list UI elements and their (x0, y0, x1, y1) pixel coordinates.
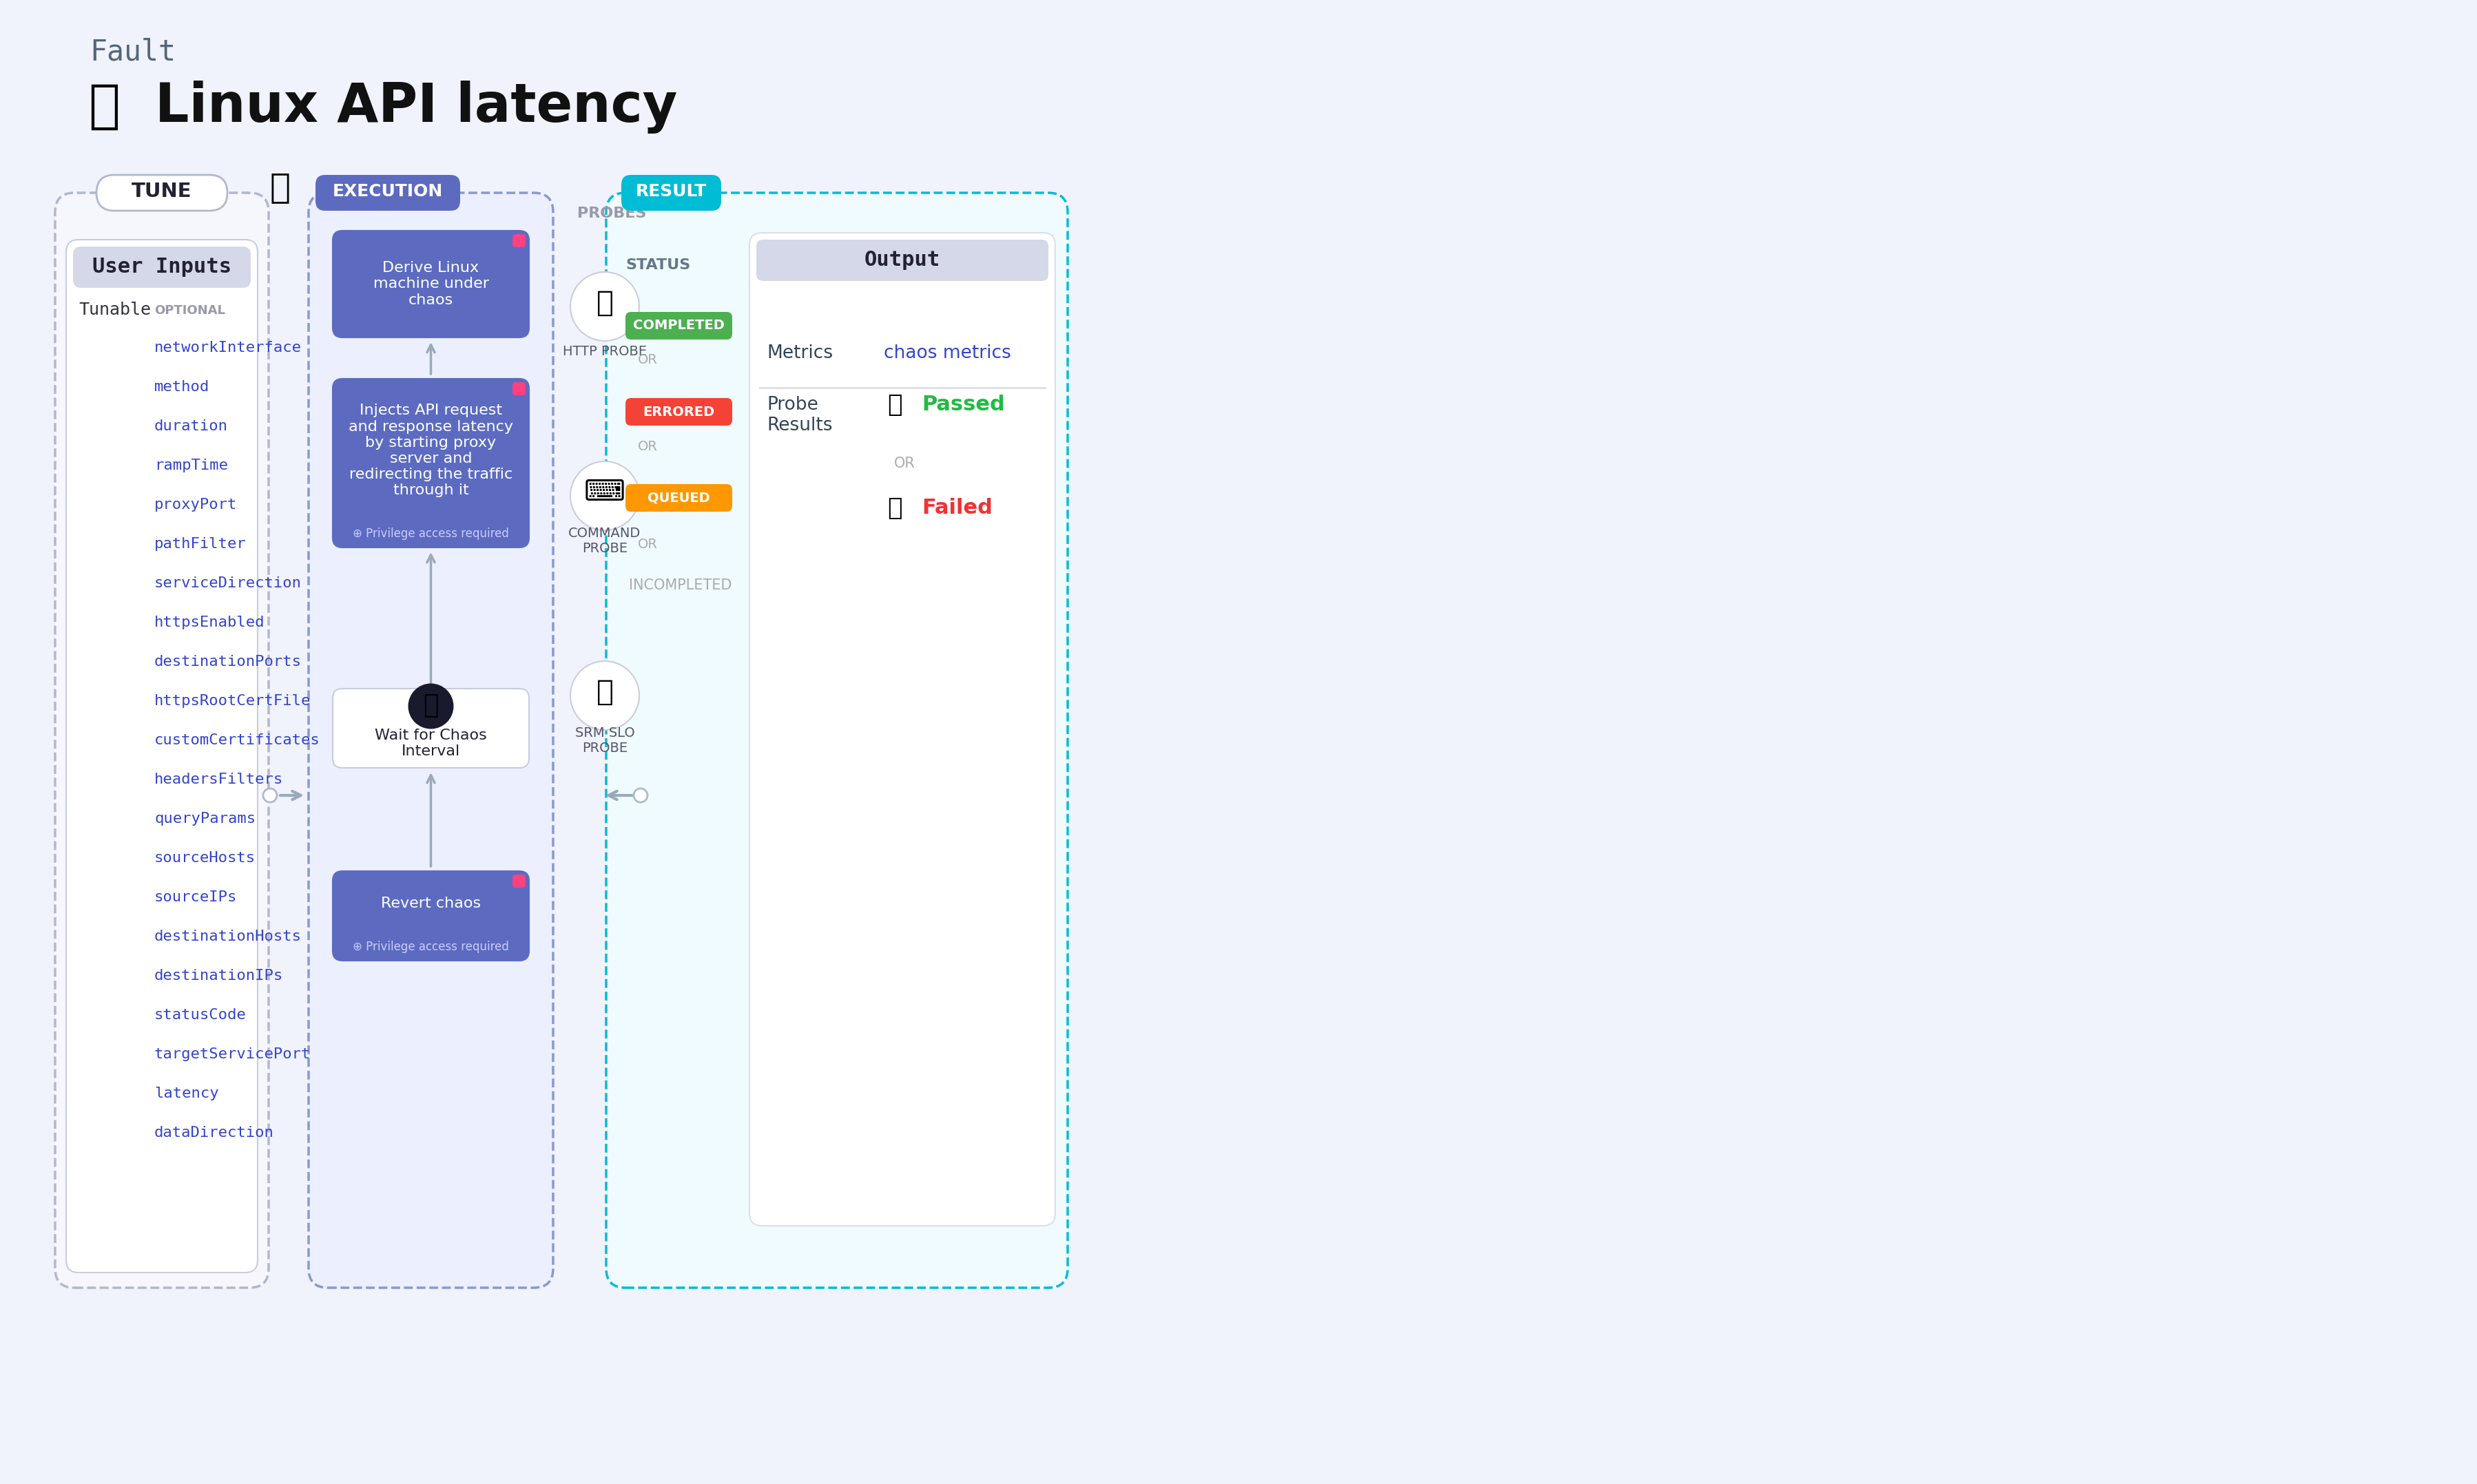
Text: PROBES: PROBES (577, 206, 646, 220)
Text: httpsEnabled: httpsEnabled (154, 616, 265, 629)
Text: TUNE: TUNE (131, 183, 193, 200)
Text: ⊕ Privilege access required: ⊕ Privilege access required (352, 941, 508, 953)
FancyBboxPatch shape (310, 193, 552, 1288)
Text: QUEUED: QUEUED (646, 491, 711, 505)
Text: destinationHosts: destinationHosts (154, 929, 302, 944)
Text: ERRORED: ERRORED (642, 405, 713, 418)
FancyBboxPatch shape (332, 689, 530, 767)
FancyBboxPatch shape (627, 312, 733, 340)
Text: Revert chaos: Revert chaos (381, 896, 481, 910)
Text: Probe
Results: Probe Results (768, 396, 832, 435)
Text: pathFilter: pathFilter (154, 537, 245, 551)
Text: STATUS: STATUS (627, 258, 691, 272)
Text: HTTP PROBE: HTTP PROBE (562, 346, 646, 359)
Text: OR: OR (639, 537, 659, 551)
Text: ⌨: ⌨ (585, 478, 627, 508)
FancyBboxPatch shape (607, 193, 1068, 1288)
FancyBboxPatch shape (67, 239, 258, 1273)
FancyBboxPatch shape (332, 230, 530, 337)
Circle shape (634, 788, 646, 803)
Circle shape (570, 272, 639, 341)
FancyBboxPatch shape (315, 175, 461, 211)
Text: latency: latency (154, 1086, 218, 1101)
Text: 🕐: 🕐 (424, 695, 438, 718)
Text: SRM SLO
PROBE: SRM SLO PROBE (575, 727, 634, 755)
Text: queryParams: queryParams (154, 812, 255, 825)
Text: networkInterface: networkInterface (154, 341, 302, 355)
Circle shape (570, 660, 639, 730)
FancyBboxPatch shape (755, 239, 1048, 280)
Text: dataDirection: dataDirection (154, 1126, 275, 1140)
Text: OR: OR (894, 457, 916, 470)
Text: targetServicePort: targetServicePort (154, 1048, 312, 1061)
Circle shape (263, 788, 277, 803)
FancyBboxPatch shape (627, 484, 733, 512)
Text: chaos metrics: chaos metrics (884, 344, 1011, 362)
Text: duration: duration (154, 420, 228, 433)
Text: Passed: Passed (921, 395, 1006, 416)
Text: httpsRootCertFile: httpsRootCertFile (154, 695, 312, 708)
FancyBboxPatch shape (54, 193, 268, 1288)
Text: COMPLETED: COMPLETED (632, 319, 723, 332)
Text: destinationIPs: destinationIPs (154, 969, 282, 982)
Text: ❌: ❌ (887, 497, 902, 519)
Text: sourceHosts: sourceHosts (154, 852, 255, 865)
Text: sourceIPs: sourceIPs (154, 890, 238, 904)
Text: 🌐: 🌐 (597, 288, 614, 318)
Text: customCertificates: customCertificates (154, 733, 320, 746)
Text: ✅: ✅ (887, 393, 902, 417)
Text: rampTime: rampTime (154, 459, 228, 472)
Text: Derive Linux
machine under
chaos: Derive Linux machine under chaos (374, 261, 488, 307)
Text: Fault: Fault (89, 37, 176, 67)
Text: COMMAND
PROBE: COMMAND PROBE (570, 527, 642, 555)
Circle shape (409, 684, 453, 729)
Text: Output: Output (864, 251, 941, 270)
Text: Metrics: Metrics (768, 344, 832, 362)
FancyBboxPatch shape (751, 233, 1055, 1226)
Text: User Inputs: User Inputs (92, 257, 230, 278)
Text: OR: OR (639, 353, 659, 367)
Text: EXECUTION: EXECUTION (332, 183, 443, 200)
Text: proxyPort: proxyPort (154, 497, 238, 512)
FancyBboxPatch shape (513, 874, 525, 887)
Text: 🐧: 🐧 (89, 82, 119, 132)
Text: statusCode: statusCode (154, 1008, 245, 1022)
FancyBboxPatch shape (97, 175, 228, 211)
FancyBboxPatch shape (622, 175, 721, 211)
Text: OR: OR (639, 439, 659, 453)
Text: ⊕ Privilege access required: ⊕ Privilege access required (352, 527, 508, 540)
FancyBboxPatch shape (513, 234, 525, 248)
FancyBboxPatch shape (72, 246, 250, 288)
Text: serviceDirection: serviceDirection (154, 576, 302, 591)
FancyBboxPatch shape (513, 383, 525, 395)
FancyBboxPatch shape (332, 871, 530, 960)
FancyBboxPatch shape (332, 378, 530, 548)
Text: Wait for Chaos
Interval: Wait for Chaos Interval (374, 729, 488, 758)
Text: method: method (154, 380, 211, 393)
Text: OPTIONAL: OPTIONAL (154, 304, 225, 316)
FancyBboxPatch shape (627, 398, 733, 426)
Circle shape (570, 462, 639, 530)
Text: Failed: Failed (921, 499, 993, 518)
Text: Injects API request
and response latency
by starting proxy
server and
redirectin: Injects API request and response latency… (349, 404, 513, 497)
Text: Tunable: Tunable (79, 301, 151, 318)
Text: RESULT: RESULT (637, 183, 706, 200)
Text: 🐧: 🐧 (270, 171, 290, 203)
Text: destinationPorts: destinationPorts (154, 654, 302, 669)
Text: Linux API latency: Linux API latency (156, 80, 676, 134)
Text: headersFilters: headersFilters (154, 773, 282, 787)
Text: 💜: 💜 (597, 678, 614, 706)
Text: INCOMPLETED: INCOMPLETED (629, 579, 731, 592)
